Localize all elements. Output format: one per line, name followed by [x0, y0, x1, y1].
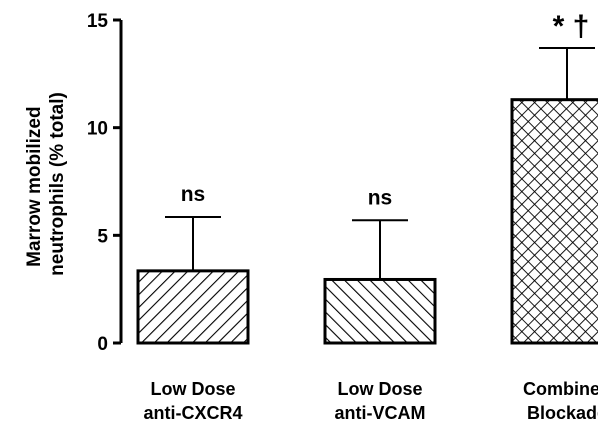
x-category-label: Blockade [527, 403, 598, 423]
y-tick-label: 0 [97, 334, 108, 355]
x-category-label: anti-VCAM [335, 403, 426, 423]
significance-label: ns [181, 183, 206, 206]
x-axis-labels: Low Dose anti-CXCR4 Low Dose anti-VCAM Combi… [143, 379, 598, 423]
y-axis-label-line-1: Marrow mobilized [24, 106, 45, 266]
y-tick-label: 10 [87, 119, 108, 140]
y-axis: 0 5 10 15 [87, 11, 123, 355]
bar [510, 98, 598, 345]
x-category-label: anti-CXCR4 [143, 403, 242, 423]
y-axis-label: Marrow mobilized neutrophils (% total) [24, 92, 68, 276]
y-tick-label: 15 [87, 11, 109, 32]
y-tick-label: 5 [97, 226, 108, 247]
significance-label: ns [368, 186, 393, 209]
y-axis-label-line-2: neutrophils (% total) [47, 92, 68, 276]
bars: ns ns * † [136, 10, 598, 345]
x-category-label: Low Dose [337, 379, 422, 399]
significance-label: * † [553, 10, 590, 43]
x-category-label: Low Dose [150, 379, 235, 399]
bar [136, 269, 250, 345]
x-category-label: Combined [523, 379, 598, 399]
bar [323, 277, 437, 345]
